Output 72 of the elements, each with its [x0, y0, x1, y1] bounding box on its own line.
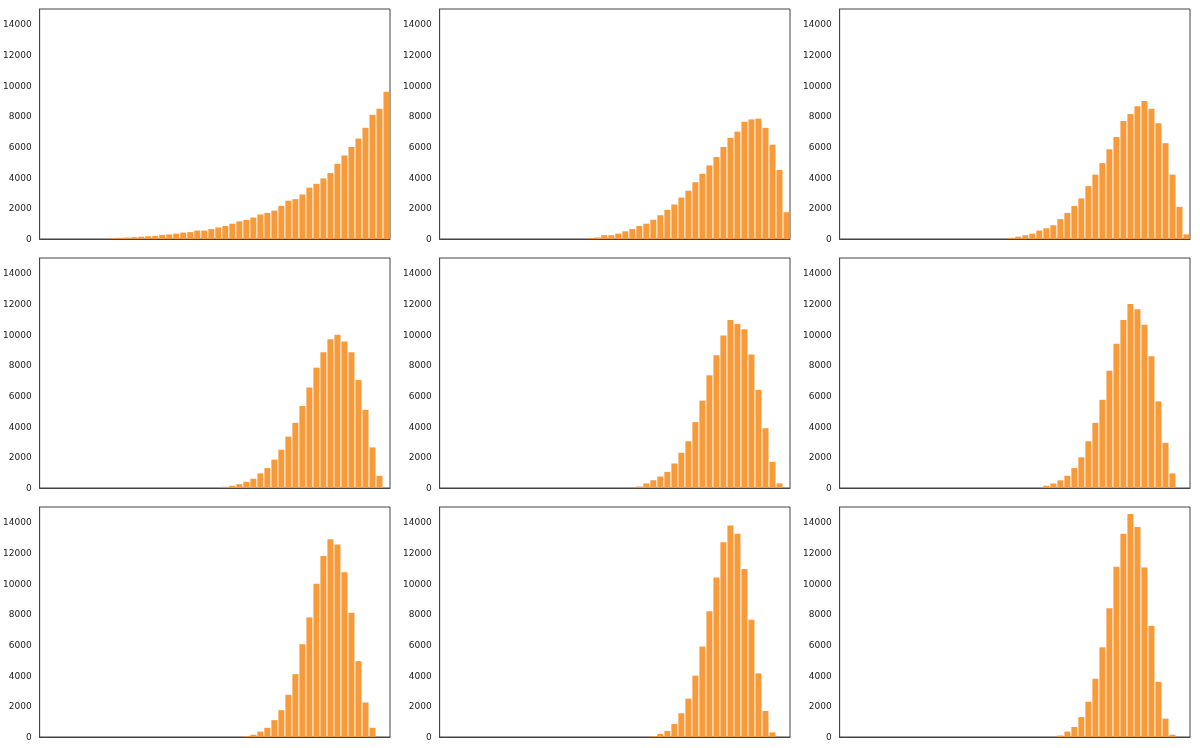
y-tick-label: 0 [25, 732, 32, 742]
y-tick-label: 6000 [8, 391, 32, 401]
y-tick-label: 10000 [802, 578, 832, 589]
y-tick-label: 6000 [408, 142, 432, 152]
y-tick-label: 14000 [802, 517, 832, 528]
y-tick-label: 8000 [808, 111, 832, 122]
y-tick-label: 2000 [408, 452, 432, 463]
y-tick-label: 4000 [808, 670, 832, 681]
y-tick-label: 0 [825, 234, 832, 244]
y-tick-label: 10000 [2, 329, 32, 340]
y-tick-label: 12000 [802, 50, 832, 60]
y-tick-label: 0 [425, 483, 432, 493]
y-tick-label: 0 [425, 732, 432, 742]
y-tick-label: 12000 [2, 50, 32, 60]
y-tick-label: 10000 [802, 329, 832, 340]
y-tick-label: 6000 [408, 640, 432, 650]
y-tick-label: 2000 [8, 203, 32, 214]
y-tick-label: 14000 [802, 19, 832, 30]
y-tick-label: 6000 [408, 391, 432, 401]
y-tick-label: 12000 [2, 548, 32, 558]
y-tick-label: 10000 [402, 578, 432, 589]
y-tick-label: 10000 [2, 578, 32, 589]
y-tick-label: 14000 [402, 19, 432, 30]
y-tick-label: 0 [425, 234, 432, 244]
y-tick-label: 6000 [8, 142, 32, 152]
y-tick-label: 10000 [802, 80, 832, 91]
y-tick-label: 10000 [2, 80, 32, 91]
y-tick-label: 4000 [408, 421, 432, 432]
y-tick-label: 10000 [402, 80, 432, 91]
y-tick-label: 4000 [408, 670, 432, 681]
y-tick-label: 4000 [8, 670, 32, 681]
y-tick-label: 2000 [8, 701, 32, 712]
y-tick-label: 2000 [808, 452, 832, 463]
y-tick-label: 4000 [408, 172, 432, 183]
y-tick-label: 4000 [808, 421, 832, 432]
y-tick-label: 6000 [808, 640, 832, 650]
y-tick-label: 6000 [808, 142, 832, 152]
y-tick-label: 10000 [402, 329, 432, 340]
y-tick-label: 8000 [408, 360, 432, 371]
y-tick-label: 2000 [808, 701, 832, 712]
y-tick-label: 0 [825, 483, 832, 493]
y-tick-label: 2000 [408, 701, 432, 712]
y-tick-label: 12000 [402, 299, 432, 309]
y-tick-label: 14000 [2, 517, 32, 528]
y-tick-label: 8000 [808, 360, 832, 371]
y-tick-label: 6000 [808, 391, 832, 401]
y-tick-label: 12000 [402, 548, 432, 558]
y-tick-label: 14000 [2, 19, 32, 30]
y-tick-label: 14000 [802, 268, 832, 279]
y-tick-label: 2000 [408, 203, 432, 214]
y-tick-label: 8000 [8, 111, 32, 122]
y-tick-label: 8000 [8, 360, 32, 371]
y-tick-label: 12000 [802, 299, 832, 309]
y-tick-label: 8000 [408, 609, 432, 620]
y-tick-label: 0 [25, 483, 32, 493]
y-tick-label: 14000 [402, 268, 432, 279]
y-tick-label: 12000 [802, 548, 832, 558]
y-tick-label: 12000 [2, 299, 32, 309]
y-tick-label: 8000 [8, 609, 32, 620]
y-tick-label: 12000 [402, 50, 432, 60]
y-tick-label: 0 [25, 234, 32, 244]
y-tick-label: 4000 [8, 421, 32, 432]
y-tick-label: 4000 [808, 172, 832, 183]
y-tick-label: 4000 [8, 172, 32, 183]
y-tick-label: 0 [825, 732, 832, 742]
y-tick-label: 8000 [808, 609, 832, 620]
y-tick-label: 2000 [808, 203, 832, 214]
y-tick-label: 14000 [2, 268, 32, 279]
y-tick-label: 14000 [402, 517, 432, 528]
y-tick-label: 6000 [8, 640, 32, 650]
y-tick-label: 2000 [8, 452, 32, 463]
y-tick-label: 8000 [408, 111, 432, 122]
